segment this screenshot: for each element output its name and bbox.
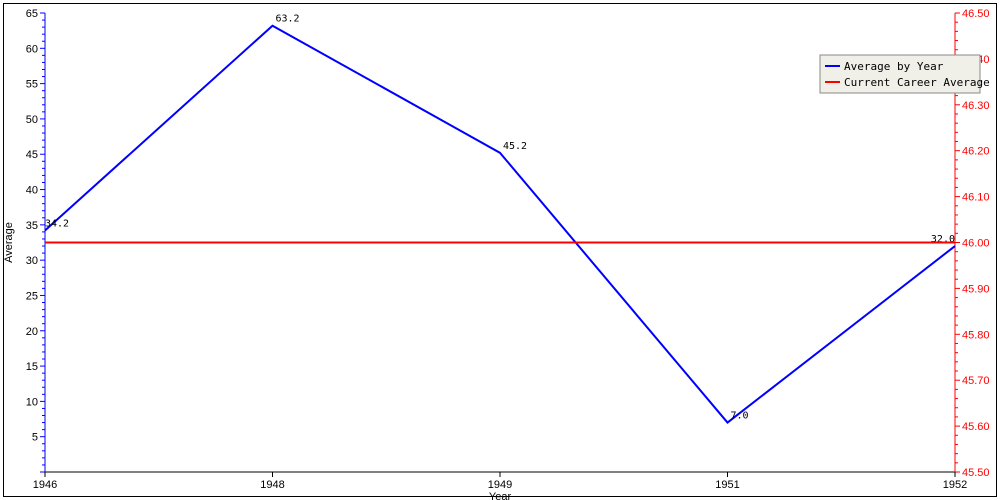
y-left-tick-label: 35 bbox=[26, 220, 38, 232]
y-right-tick-label: 46.20 bbox=[962, 146, 990, 158]
line-chart: 5 10 15 20 25 30 35 40 45 50 55 60 65 45.50 45.60 45.70… bbox=[0, 0, 1000, 500]
y-right-tick-label: 45.70 bbox=[962, 375, 990, 387]
y-right-tick-label: 46.10 bbox=[962, 192, 990, 204]
y-right-tick-label: 46.50 bbox=[962, 8, 990, 20]
y-right-tick-label: 46.30 bbox=[962, 100, 990, 112]
data-point-label: 45.2 bbox=[503, 141, 527, 152]
y-left-tick-label: 50 bbox=[26, 114, 38, 126]
y-axis-title: Average bbox=[3, 222, 15, 263]
y-left-tick-label: 40 bbox=[26, 185, 38, 197]
y-left-tick-label: 15 bbox=[26, 361, 38, 373]
x-axis-title: Year bbox=[489, 491, 512, 500]
y-right-tick-label: 45.90 bbox=[962, 283, 990, 295]
legend-label: Average by Year bbox=[844, 60, 944, 73]
x-tick-label: 1948 bbox=[260, 479, 284, 491]
y-left-tick-label: 65 bbox=[26, 8, 38, 20]
y-left-tick-label: 60 bbox=[26, 43, 38, 55]
x-tick-label: 1946 bbox=[33, 479, 57, 491]
chart-container: 5 10 15 20 25 30 35 40 45 50 55 60 65 45.50 45.60 45.70… bbox=[0, 0, 1000, 500]
x-tick-label: 1952 bbox=[943, 479, 967, 491]
y-left-tick-label: 30 bbox=[26, 255, 38, 267]
y-right-tick-label: 45.80 bbox=[962, 329, 990, 341]
data-point-label: 63.2 bbox=[276, 14, 300, 25]
x-tick-label: 1949 bbox=[488, 479, 512, 491]
y-left-tick-label: 10 bbox=[26, 396, 38, 408]
y-left-tick-label: 5 bbox=[32, 432, 38, 444]
series-line bbox=[45, 26, 955, 423]
data-point-label: 7.0 bbox=[731, 411, 749, 422]
x-tick-label: 1951 bbox=[715, 479, 739, 491]
y-right-tick-label: 46.00 bbox=[962, 238, 990, 250]
y-left-tick-label: 25 bbox=[26, 290, 38, 302]
data-point-label: 34.2 bbox=[45, 218, 69, 229]
legend-label: Current Career Average bbox=[844, 76, 990, 89]
y-left-tick-label: 45 bbox=[26, 149, 38, 161]
y-left-tick-label: 20 bbox=[26, 326, 38, 338]
y-right-tick-label: 45.50 bbox=[962, 467, 990, 479]
y-right-tick-label: 45.60 bbox=[962, 421, 990, 433]
y-left-tick-label: 55 bbox=[26, 79, 38, 91]
